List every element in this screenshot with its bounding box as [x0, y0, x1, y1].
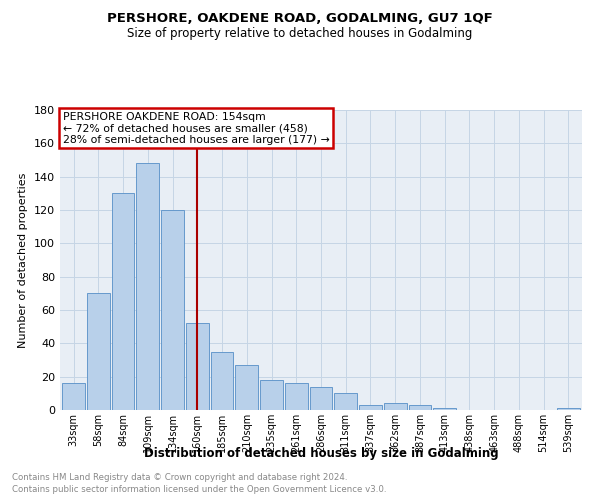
Bar — [161, 210, 184, 410]
Text: Contains HM Land Registry data © Crown copyright and database right 2024.: Contains HM Land Registry data © Crown c… — [12, 472, 347, 482]
Bar — [235, 365, 258, 410]
Text: PERSHORE, OAKDENE ROAD, GODALMING, GU7 1QF: PERSHORE, OAKDENE ROAD, GODALMING, GU7 1… — [107, 12, 493, 26]
Bar — [186, 324, 209, 410]
Text: Contains public sector information licensed under the Open Government Licence v3: Contains public sector information licen… — [12, 485, 386, 494]
Bar — [87, 294, 110, 410]
Bar — [557, 408, 580, 410]
Bar — [136, 164, 159, 410]
Bar — [384, 404, 407, 410]
Bar — [112, 194, 134, 410]
Bar — [409, 405, 431, 410]
Y-axis label: Number of detached properties: Number of detached properties — [19, 172, 28, 348]
Bar — [334, 394, 357, 410]
Bar — [211, 352, 233, 410]
Text: PERSHORE OAKDENE ROAD: 154sqm
← 72% of detached houses are smaller (458)
28% of : PERSHORE OAKDENE ROAD: 154sqm ← 72% of d… — [62, 112, 329, 144]
Bar — [433, 408, 456, 410]
Bar — [359, 405, 382, 410]
Text: Distribution of detached houses by size in Godalming: Distribution of detached houses by size … — [143, 448, 499, 460]
Bar — [260, 380, 283, 410]
Bar — [62, 384, 85, 410]
Bar — [310, 386, 332, 410]
Bar — [285, 384, 308, 410]
Text: Size of property relative to detached houses in Godalming: Size of property relative to detached ho… — [127, 28, 473, 40]
